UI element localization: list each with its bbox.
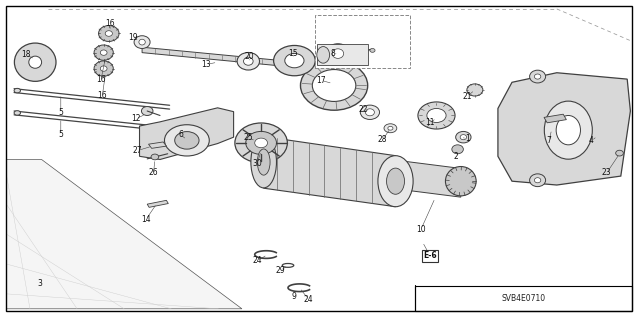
Ellipse shape [427,108,446,122]
Ellipse shape [326,44,350,63]
Polygon shape [6,160,242,309]
Ellipse shape [105,31,113,36]
Text: 21: 21 [463,92,472,101]
Ellipse shape [616,150,623,156]
Ellipse shape [14,88,20,93]
Ellipse shape [365,109,374,116]
Ellipse shape [94,61,113,76]
Ellipse shape [387,168,404,194]
Ellipse shape [530,70,545,83]
Text: 11: 11 [426,118,435,127]
Text: 9: 9 [292,292,297,300]
Polygon shape [498,73,630,185]
Ellipse shape [246,131,276,154]
Polygon shape [264,137,396,207]
Text: 18: 18 [21,50,30,59]
Ellipse shape [243,57,253,65]
Text: 17: 17 [316,76,326,85]
Polygon shape [544,114,566,123]
Ellipse shape [164,125,209,156]
Text: 6: 6 [178,130,183,139]
Ellipse shape [94,45,113,60]
Text: 29: 29 [275,266,285,275]
Ellipse shape [445,167,476,196]
Ellipse shape [251,136,276,188]
Text: 26: 26 [148,168,159,177]
Text: 3: 3 [37,279,42,288]
Ellipse shape [139,39,145,45]
Ellipse shape [534,74,541,79]
Ellipse shape [151,154,159,160]
Ellipse shape [15,43,56,81]
Text: 10: 10 [416,225,426,234]
Ellipse shape [235,123,287,163]
Ellipse shape [418,102,455,129]
Ellipse shape [29,56,42,68]
Ellipse shape [370,48,375,52]
Ellipse shape [257,149,270,175]
Bar [317,44,368,65]
Polygon shape [142,47,275,65]
Text: 16: 16 [96,75,106,84]
Polygon shape [396,160,461,197]
Text: 30: 30 [252,159,262,168]
Text: 4: 4 [589,137,594,145]
Ellipse shape [237,53,260,70]
Ellipse shape [14,111,20,115]
Ellipse shape [530,174,545,187]
Ellipse shape [545,101,593,159]
Polygon shape [140,108,234,160]
Text: 7: 7 [547,137,552,145]
Text: 13: 13 [201,60,211,69]
Text: 19: 19 [128,33,138,42]
Text: 12: 12 [131,114,140,123]
Text: 27: 27 [132,146,143,155]
Ellipse shape [175,131,199,149]
Text: 23: 23 [602,168,612,177]
Text: 25: 25 [243,133,253,142]
Ellipse shape [141,107,153,115]
Text: 5: 5 [58,130,63,139]
Text: 8: 8 [330,49,335,58]
Text: SVB4E0710: SVB4E0710 [502,294,545,303]
Bar [415,286,632,311]
Ellipse shape [388,126,393,130]
Polygon shape [148,142,166,148]
Ellipse shape [384,124,397,133]
Ellipse shape [378,156,413,207]
Text: 22: 22 [359,105,368,114]
Ellipse shape [317,47,330,63]
Ellipse shape [332,49,344,58]
Ellipse shape [534,178,541,183]
Ellipse shape [312,70,356,101]
Text: 24: 24 [252,256,262,265]
Ellipse shape [360,105,380,119]
Bar [315,15,410,68]
Ellipse shape [556,115,580,145]
Text: 5: 5 [58,108,63,117]
Text: 20: 20 [244,52,255,61]
Text: 28: 28 [378,135,387,144]
Ellipse shape [99,26,119,41]
Text: 15: 15 [288,49,298,58]
Text: E-6: E-6 [423,251,437,260]
Text: 2: 2 [453,152,458,161]
Text: 14: 14 [141,215,151,224]
Ellipse shape [134,36,150,48]
Text: 16: 16 [105,19,115,28]
Ellipse shape [255,138,268,148]
Ellipse shape [100,66,107,71]
Text: 16: 16 [97,91,108,100]
Ellipse shape [467,84,483,96]
Text: 1: 1 [465,134,470,143]
Polygon shape [147,200,168,207]
Ellipse shape [285,53,304,68]
Ellipse shape [456,131,471,143]
Ellipse shape [460,135,467,140]
Ellipse shape [274,45,316,76]
Ellipse shape [301,61,368,110]
Text: 24: 24 [303,295,314,304]
Ellipse shape [100,50,107,55]
Ellipse shape [452,145,463,154]
